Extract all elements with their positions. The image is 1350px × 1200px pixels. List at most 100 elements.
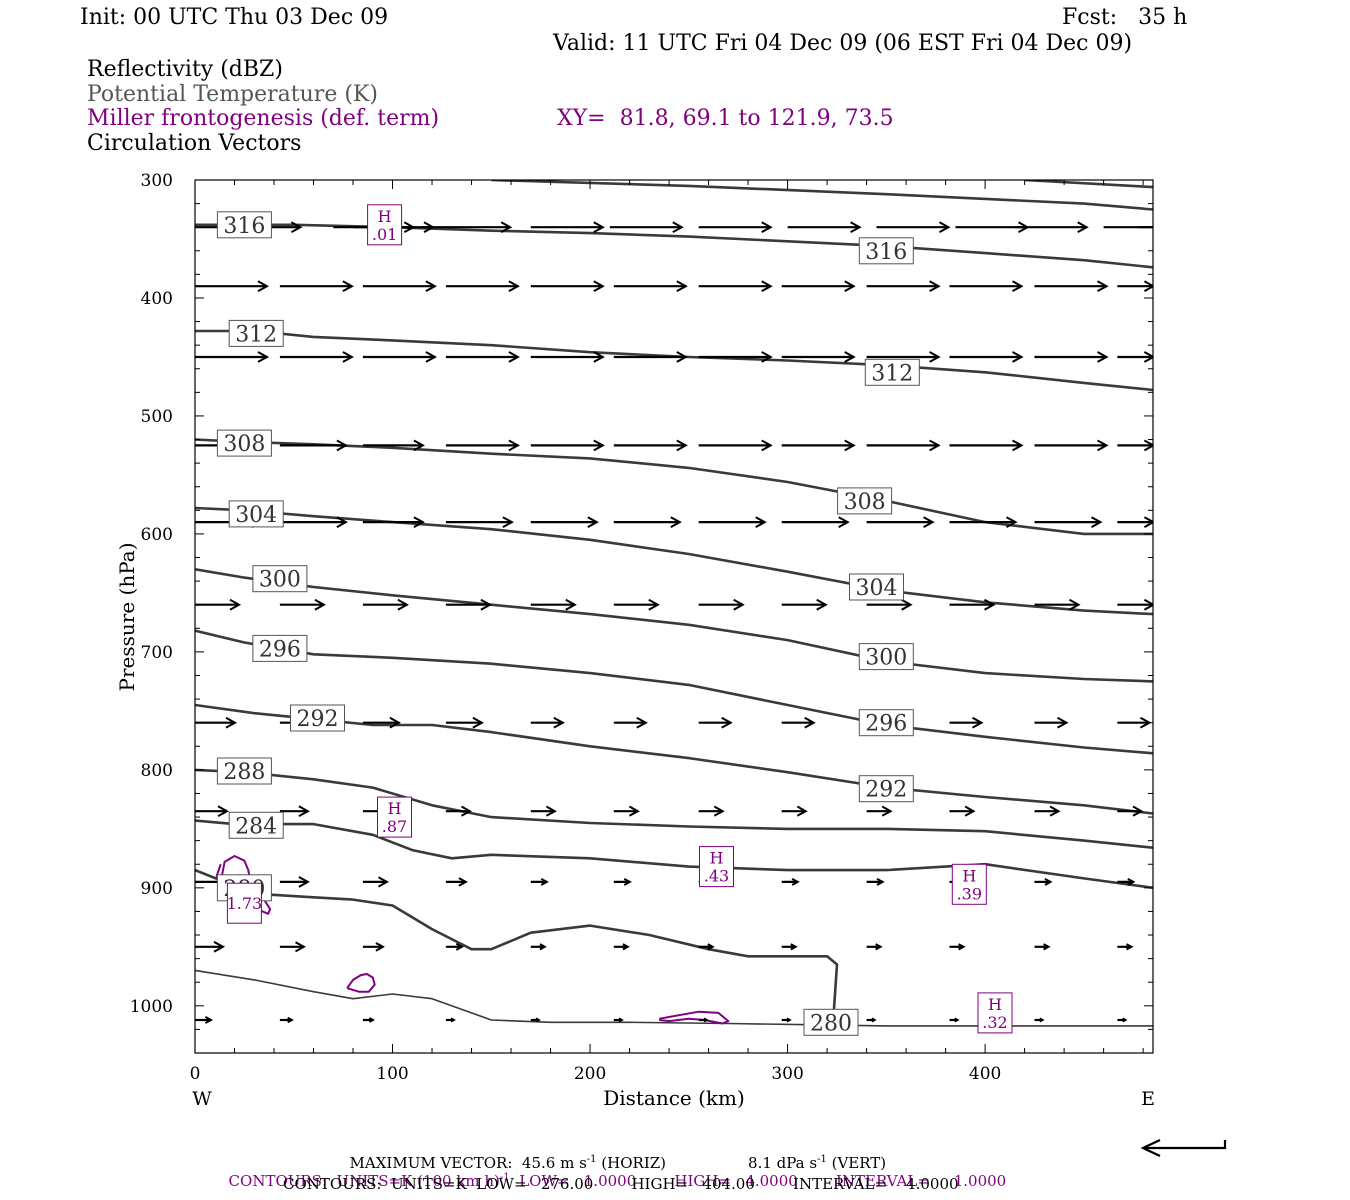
vector-arrowhead-icon bbox=[336, 439, 348, 452]
fronto-contour-info: CONTOURS: UNITS=K (100 km h)-1 LOW= 1.00… bbox=[219, 1158, 1007, 1189]
theta-label: 284 bbox=[228, 811, 284, 839]
circulation-vector bbox=[530, 1017, 541, 1023]
fronto-contour-2 bbox=[659, 1010, 730, 1025]
vector-arrowhead-icon bbox=[502, 516, 514, 528]
vector-arrowhead-icon bbox=[1167, 222, 1176, 232]
vector-arrowhead-icon bbox=[1143, 280, 1153, 292]
circulation-vector bbox=[530, 221, 605, 233]
fronto-maximum-value: 1.73 bbox=[227, 894, 263, 913]
fronto-maximum-value: .87 bbox=[382, 817, 407, 836]
circulation-vector bbox=[445, 516, 514, 528]
circulation-vector bbox=[530, 805, 557, 817]
circulation-vector bbox=[781, 439, 856, 452]
circulation-vector bbox=[1117, 716, 1152, 729]
vector-arrowhead-icon bbox=[929, 280, 941, 292]
y-tick-label: 800 bbox=[141, 761, 173, 781]
valid-time: Valid: 11 UTC Fri 04 Dec 09 (06 EST Fri … bbox=[553, 31, 1133, 56]
vector-arrowhead-icon bbox=[480, 598, 492, 611]
vector-arrowhead-icon bbox=[929, 351, 941, 363]
theta-label-box bbox=[252, 565, 308, 593]
vector-arrowhead-icon bbox=[636, 716, 648, 729]
vector-arrowhead-icon bbox=[455, 942, 464, 951]
unit-exponent: -1 bbox=[586, 1154, 597, 1165]
circulation-vector bbox=[445, 351, 520, 363]
theta-label-text: 312 bbox=[235, 322, 277, 347]
vector-arrowhead-icon bbox=[1012, 351, 1024, 363]
vector-arrowhead-icon bbox=[450, 1017, 456, 1023]
vector-arrowhead-icon bbox=[844, 439, 856, 452]
vector-arrowhead-icon bbox=[389, 716, 401, 729]
circulation-vector bbox=[949, 943, 966, 951]
vector-arrowhead-icon bbox=[1143, 598, 1153, 611]
circulation-vector bbox=[445, 877, 468, 887]
vector-arrowhead-icon bbox=[796, 805, 808, 817]
circulation-vector bbox=[781, 716, 816, 729]
circulation-vector bbox=[279, 351, 354, 363]
circulation-vector bbox=[698, 516, 767, 528]
fronto-maximum-box bbox=[699, 846, 734, 888]
circulation-vector bbox=[613, 878, 632, 886]
fronto-maximum-box bbox=[377, 796, 412, 838]
theta-label-box bbox=[803, 1008, 859, 1036]
circulation-vector bbox=[1117, 516, 1153, 528]
circulation-vector bbox=[279, 876, 310, 888]
circulation-vector bbox=[698, 221, 773, 233]
fronto-maximum: 1.73 bbox=[227, 882, 263, 924]
vector-arrowhead-icon bbox=[713, 805, 725, 817]
vector-arrowhead-icon bbox=[964, 805, 976, 817]
theta-contour-300 bbox=[195, 568, 1153, 683]
vector-arrowhead-icon bbox=[761, 351, 773, 363]
vector-arrowhead-icon bbox=[761, 221, 773, 233]
vector-arrowhead-icon bbox=[545, 805, 557, 817]
vector-arrowhead-icon bbox=[593, 280, 605, 292]
vector-arrowhead-icon bbox=[535, 1017, 541, 1023]
circulation-vector bbox=[866, 439, 941, 452]
vector-arrowhead-icon bbox=[587, 516, 599, 528]
fronto-maximum-value: .32 bbox=[982, 1013, 1007, 1032]
circulation-vector bbox=[422, 221, 513, 233]
theta-contour-308 bbox=[195, 438, 1153, 536]
fronto-maximum: H.87 bbox=[377, 796, 412, 838]
vector-arrowhead-icon bbox=[298, 876, 310, 888]
fronto-maximum-marker: H bbox=[962, 866, 976, 885]
vector-arrowhead-icon bbox=[298, 805, 310, 817]
circulation-vector bbox=[1117, 878, 1136, 886]
theta-label-box bbox=[290, 704, 345, 732]
circulation-vector bbox=[362, 716, 401, 729]
theta-label: 296 bbox=[858, 709, 914, 737]
circulation-vector bbox=[1117, 351, 1153, 363]
circulation-vector bbox=[445, 805, 472, 817]
vector-arrowhead-icon bbox=[875, 943, 883, 951]
circulation-vector bbox=[613, 943, 630, 951]
axes-layer: 300 400 500 600 700 800 900 1000 0 100 200 300 400 bbox=[130, 171, 1153, 1084]
circulation-vector bbox=[1117, 280, 1153, 292]
y-tick-label: 400 bbox=[141, 289, 173, 309]
circulation-vector bbox=[698, 805, 725, 817]
x-axis-east-label: E bbox=[1141, 1088, 1155, 1110]
circulation-vector bbox=[1034, 280, 1109, 292]
vector-arrowhead-icon bbox=[593, 439, 605, 452]
theta-label-layer: 316 316 312 312 308 308 304 304 300 300 296 296 292 2… bbox=[216, 211, 920, 1036]
circulation-vector bbox=[866, 598, 913, 611]
vector-arrowhead-icon bbox=[838, 516, 850, 528]
circulation-vector bbox=[866, 943, 883, 951]
circulation-vector bbox=[1034, 598, 1081, 611]
circulation-vector bbox=[787, 221, 862, 233]
circulation-vector bbox=[781, 1017, 792, 1023]
theta-label-text: 304 bbox=[856, 576, 898, 601]
max-vector-info: MAXIMUM VECTOR: 45.6 m s-1 (HORIZ) 8.1 dP… bbox=[340, 1140, 887, 1171]
circulation-vector bbox=[445, 439, 520, 452]
circulation-vector bbox=[866, 1017, 877, 1023]
circulation-vector bbox=[445, 716, 484, 729]
vector-arrowhead-icon bbox=[539, 943, 547, 951]
vector-arrowhead-icon bbox=[204, 1016, 214, 1024]
vector-arrowhead-icon bbox=[1049, 805, 1061, 817]
vector-arrowhead-icon bbox=[670, 516, 682, 528]
circulation-vector bbox=[866, 351, 941, 363]
vector-arrowhead-icon bbox=[721, 716, 733, 729]
vector-arrowhead-icon bbox=[816, 598, 828, 611]
circulation-vector bbox=[362, 598, 409, 611]
circulation-vector bbox=[445, 942, 464, 951]
vector-arrowhead-icon bbox=[213, 941, 226, 953]
